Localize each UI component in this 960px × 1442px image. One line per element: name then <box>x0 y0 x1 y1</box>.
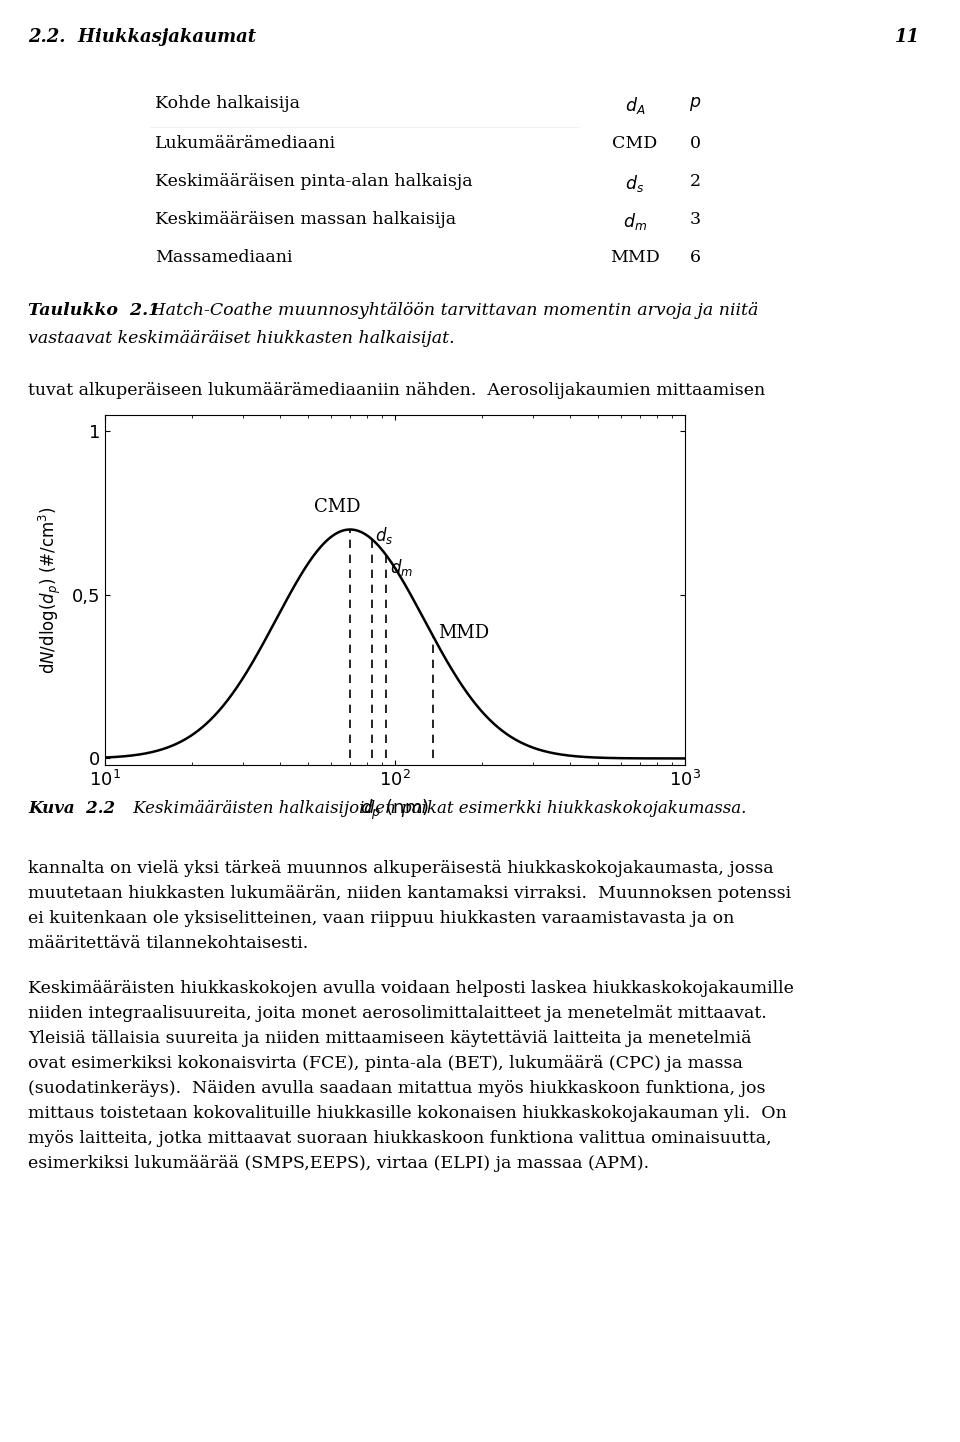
Text: Kohde halkaisija: Kohde halkaisija <box>155 95 300 112</box>
Y-axis label: d$N$/d$\log(d_p)$ ($\#$/cm$^3$): d$N$/d$\log(d_p)$ ($\#$/cm$^3$) <box>37 506 63 673</box>
Text: Taulukko  2.1: Taulukko 2.1 <box>28 301 160 319</box>
Text: 2: 2 <box>689 173 701 190</box>
Text: ovat esimerkiksi kokonaisvirta (FCE), pinta-ala (BET), lukumäärä (CPC) ja massa: ovat esimerkiksi kokonaisvirta (FCE), pi… <box>28 1056 743 1071</box>
Text: Hatch-Coathe muunnosyhtälöön tarvittavan momentin arvoja ja niitä: Hatch-Coathe muunnosyhtälöön tarvittavan… <box>145 301 758 319</box>
Text: Yleisiä tällaisia suureita ja niiden mittaamiseen käytettäviä laitteita ja menet: Yleisiä tällaisia suureita ja niiden mit… <box>28 1030 752 1047</box>
Text: mittaus toistetaan kokovalituille hiukkasille kokonaisen hiukkaskokojakauman yli: mittaus toistetaan kokovalituille hiukka… <box>28 1105 787 1122</box>
Text: Lukumäärämediaani: Lukumäärämediaani <box>155 136 336 151</box>
Text: 11: 11 <box>895 27 920 46</box>
Text: myös laitteita, jotka mittaavat suoraan hiukkaskoon funktiona valittua ominaisuu: myös laitteita, jotka mittaavat suoraan … <box>28 1131 772 1146</box>
Text: 3: 3 <box>689 211 701 228</box>
Text: Kuva  2.2: Kuva 2.2 <box>28 800 115 818</box>
Text: $d_m$: $d_m$ <box>623 211 647 232</box>
Text: kannalta on vielä yksi tärkeä muunnos alkuperäisestä hiukkaskokojakaumasta, joss: kannalta on vielä yksi tärkeä muunnos al… <box>28 859 774 877</box>
Text: $d_m$: $d_m$ <box>390 557 413 578</box>
Text: esimerkiksi lukumäärää (SMPS,EEPS), virtaa (ELPI) ja massaa (APM).: esimerkiksi lukumäärää (SMPS,EEPS), virt… <box>28 1155 649 1172</box>
Text: $d_s$: $d_s$ <box>375 525 394 547</box>
Text: CMD: CMD <box>612 136 658 151</box>
Text: Keskimääräisen massan halkaisija: Keskimääräisen massan halkaisija <box>155 211 456 228</box>
Text: niiden integraalisuureita, joita monet aerosolimittalaitteet ja menetelmät mitta: niiden integraalisuureita, joita monet a… <box>28 1005 767 1022</box>
Text: Keskimääräisen pinta-alan halkaisja: Keskimääräisen pinta-alan halkaisja <box>155 173 472 190</box>
Text: määritettävä tilannekohtaisesti.: määritettävä tilannekohtaisesti. <box>28 934 308 952</box>
Text: $d_A$: $d_A$ <box>625 95 645 115</box>
Text: $d_s$: $d_s$ <box>626 173 644 195</box>
Text: muutetaan hiukkasten lukumäärän, niiden kantamaksi virraksi.  Muunnoksen potenss: muutetaan hiukkasten lukumäärän, niiden … <box>28 885 791 903</box>
Text: ei kuitenkaan ole yksiselitteinen, vaan riippuu hiukkasten varaamistavasta ja on: ei kuitenkaan ole yksiselitteinen, vaan … <box>28 910 734 927</box>
X-axis label: $d_p$ (nm): $d_p$ (nm) <box>360 799 429 822</box>
Text: CMD: CMD <box>314 499 360 516</box>
Text: Keskimääräisten hiukkaskokojen avulla voidaan helposti laskea hiukkaskokojakaumi: Keskimääräisten hiukkaskokojen avulla vo… <box>28 981 794 996</box>
Text: 0: 0 <box>689 136 701 151</box>
Text: tuvat alkuperäiseen lukumäärämediaaniin nähden.  Aerosolijakaumien mittaamisen: tuvat alkuperäiseen lukumäärämediaaniin … <box>28 382 765 399</box>
Text: (suodatinkeräys).  Näiden avulla saadaan mitattua myös hiukkaskoon funktiona, jo: (suodatinkeräys). Näiden avulla saadaan … <box>28 1080 765 1097</box>
Text: MMD: MMD <box>611 249 660 265</box>
Text: vastaavat keskimääräiset hiukkasten halkaisijat.: vastaavat keskimääräiset hiukkasten halk… <box>28 330 455 348</box>
Text: 2.2.  Hiukkasjakaumat: 2.2. Hiukkasjakaumat <box>28 27 256 46</box>
Text: $p$: $p$ <box>689 95 701 112</box>
Text: Keskimääräisten halkaisijoiden paikat esimerkki hiukkaskokojakumassa.: Keskimääräisten halkaisijoiden paikat es… <box>128 800 746 818</box>
Text: Massamediaani: Massamediaani <box>155 249 293 265</box>
Text: MMD: MMD <box>438 623 489 642</box>
Text: 6: 6 <box>689 249 701 265</box>
